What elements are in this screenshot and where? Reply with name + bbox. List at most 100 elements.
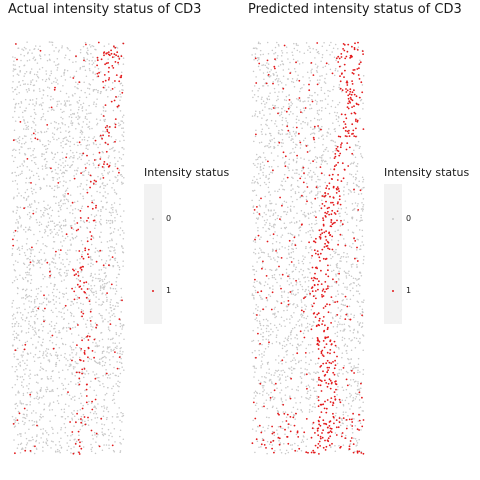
point-status-0 bbox=[318, 204, 321, 207]
point-status-0 bbox=[99, 191, 101, 194]
point-status-0 bbox=[259, 42, 261, 45]
point-status-0 bbox=[20, 317, 23, 319]
point-status-0 bbox=[296, 337, 299, 340]
point-status-0 bbox=[270, 374, 273, 376]
point-status-0 bbox=[353, 161, 355, 163]
point-status-0 bbox=[314, 57, 316, 59]
point-status-0 bbox=[72, 413, 74, 416]
point-status-0 bbox=[119, 203, 121, 206]
point-status-0 bbox=[17, 174, 20, 177]
point-status-0 bbox=[355, 380, 357, 382]
point-status-0 bbox=[98, 163, 101, 165]
point-status-0 bbox=[92, 153, 95, 156]
point-status-0 bbox=[28, 203, 31, 206]
point-status-1 bbox=[107, 78, 110, 81]
point-status-1 bbox=[358, 450, 360, 453]
point-status-0 bbox=[289, 342, 291, 345]
point-status-0 bbox=[304, 256, 306, 258]
point-status-0 bbox=[45, 297, 48, 300]
point-status-0 bbox=[260, 446, 262, 448]
point-status-0 bbox=[46, 388, 49, 390]
point-status-0 bbox=[259, 184, 262, 187]
point-status-0 bbox=[118, 367, 121, 370]
point-status-0 bbox=[24, 226, 27, 229]
point-status-0 bbox=[53, 228, 56, 230]
point-status-0 bbox=[56, 79, 58, 81]
point-status-0 bbox=[26, 385, 28, 387]
point-status-0 bbox=[290, 233, 293, 236]
point-status-0 bbox=[281, 246, 283, 248]
point-status-0 bbox=[77, 418, 80, 421]
point-status-0 bbox=[361, 301, 363, 303]
point-status-0 bbox=[297, 259, 300, 262]
point-status-0 bbox=[111, 209, 114, 211]
point-status-0 bbox=[30, 126, 33, 129]
point-status-1 bbox=[119, 76, 122, 79]
point-status-0 bbox=[79, 51, 82, 54]
point-status-0 bbox=[109, 179, 111, 182]
point-status-0 bbox=[104, 191, 106, 193]
point-status-0 bbox=[270, 210, 272, 212]
point-status-0 bbox=[55, 307, 57, 310]
point-status-0 bbox=[90, 419, 93, 421]
point-status-0 bbox=[91, 316, 93, 318]
point-status-0 bbox=[43, 89, 45, 92]
point-status-1 bbox=[84, 423, 87, 426]
point-status-0 bbox=[264, 430, 266, 432]
point-status-0 bbox=[65, 189, 68, 191]
point-status-0 bbox=[39, 302, 41, 305]
point-status-0 bbox=[321, 199, 323, 201]
point-status-0 bbox=[285, 117, 287, 120]
point-status-0 bbox=[29, 377, 31, 380]
point-status-0 bbox=[262, 152, 265, 154]
point-status-0 bbox=[363, 255, 365, 258]
point-status-1 bbox=[78, 141, 81, 144]
point-status-0 bbox=[283, 301, 285, 303]
point-status-0 bbox=[17, 390, 20, 392]
point-status-1 bbox=[329, 234, 331, 237]
point-status-0 bbox=[327, 132, 329, 134]
point-status-0 bbox=[276, 433, 279, 435]
point-status-0 bbox=[298, 262, 300, 264]
point-status-0 bbox=[280, 141, 283, 144]
point-status-0 bbox=[321, 155, 323, 157]
point-status-0 bbox=[256, 280, 258, 282]
point-status-0 bbox=[47, 204, 49, 206]
point-status-1 bbox=[108, 131, 110, 134]
point-status-1 bbox=[106, 292, 108, 294]
point-status-1 bbox=[339, 401, 342, 404]
point-status-0 bbox=[281, 180, 283, 182]
point-status-0 bbox=[92, 162, 95, 165]
point-status-0 bbox=[60, 262, 62, 264]
point-status-0 bbox=[94, 322, 97, 324]
point-status-0 bbox=[284, 325, 286, 328]
point-status-0 bbox=[299, 109, 302, 111]
point-status-0 bbox=[299, 51, 301, 53]
point-status-0 bbox=[337, 47, 339, 50]
point-status-0 bbox=[50, 309, 53, 312]
point-status-0 bbox=[108, 439, 110, 441]
point-status-0 bbox=[258, 353, 261, 356]
point-status-0 bbox=[297, 99, 300, 101]
point-status-0 bbox=[48, 78, 51, 81]
point-status-0 bbox=[75, 354, 77, 356]
point-status-0 bbox=[101, 278, 103, 281]
point-status-0 bbox=[50, 375, 53, 378]
point-status-0 bbox=[112, 141, 115, 144]
point-status-0 bbox=[56, 185, 58, 187]
point-status-0 bbox=[312, 230, 314, 232]
point-status-0 bbox=[74, 286, 77, 289]
point-status-0 bbox=[295, 433, 298, 436]
point-status-0 bbox=[91, 63, 94, 66]
point-status-0 bbox=[25, 182, 27, 184]
point-status-0 bbox=[58, 330, 60, 332]
point-status-0 bbox=[280, 325, 283, 327]
point-status-0 bbox=[82, 276, 84, 278]
point-status-0 bbox=[30, 337, 32, 340]
point-status-0 bbox=[355, 366, 357, 369]
point-status-0 bbox=[45, 70, 47, 72]
point-status-0 bbox=[265, 330, 268, 333]
point-status-0 bbox=[362, 178, 365, 181]
point-status-1 bbox=[114, 61, 117, 63]
point-status-0 bbox=[72, 366, 75, 368]
